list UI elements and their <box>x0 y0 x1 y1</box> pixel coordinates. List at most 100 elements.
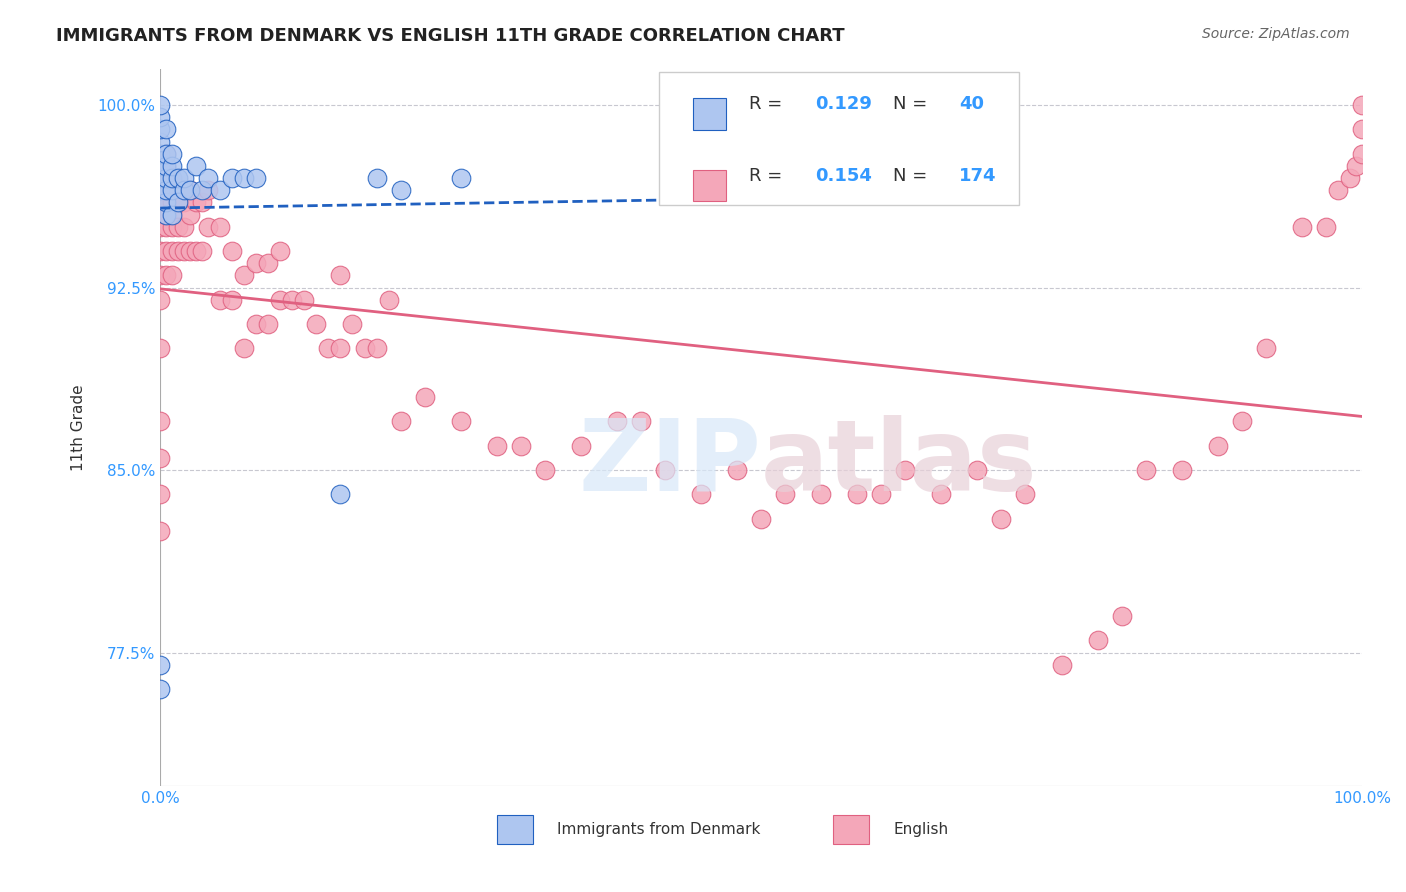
Point <box>990 512 1012 526</box>
FancyBboxPatch shape <box>659 72 1019 205</box>
Text: 40: 40 <box>959 95 984 113</box>
Text: atlas: atlas <box>761 415 1038 512</box>
Point <box>149 244 172 258</box>
Point <box>1339 171 1361 186</box>
Point <box>191 183 214 197</box>
Point <box>155 195 177 210</box>
Point <box>149 146 172 161</box>
Point <box>149 342 172 356</box>
Point <box>160 268 183 283</box>
Point <box>533 463 555 477</box>
Point <box>245 317 267 331</box>
Point <box>149 110 172 124</box>
Point <box>173 219 195 234</box>
Point <box>209 219 232 234</box>
Text: Immigrants from Denmark: Immigrants from Denmark <box>557 822 761 837</box>
Point <box>149 159 172 173</box>
Point <box>149 122 172 136</box>
Point <box>630 414 652 428</box>
Point <box>509 439 531 453</box>
Point <box>606 414 628 428</box>
FancyBboxPatch shape <box>496 815 533 844</box>
Point <box>773 487 796 501</box>
Point <box>149 681 172 696</box>
Point <box>186 159 208 173</box>
Point <box>160 219 183 234</box>
Point <box>149 487 172 501</box>
Point <box>294 293 316 307</box>
Point <box>149 293 172 307</box>
Point <box>155 183 177 197</box>
Point <box>160 183 183 197</box>
Point <box>160 207 183 221</box>
Point <box>173 183 195 197</box>
Point <box>155 122 177 136</box>
Point <box>191 244 214 258</box>
Point <box>245 171 267 186</box>
Text: English: English <box>893 822 949 837</box>
Point <box>186 244 208 258</box>
FancyBboxPatch shape <box>693 169 727 202</box>
Point <box>149 183 172 197</box>
Point <box>155 159 177 173</box>
Point <box>160 171 183 186</box>
Point <box>1351 146 1374 161</box>
Point <box>173 244 195 258</box>
Point <box>155 195 177 210</box>
Point <box>191 195 214 210</box>
FancyBboxPatch shape <box>693 98 727 129</box>
Point <box>1050 657 1073 672</box>
Point <box>329 487 352 501</box>
Point <box>155 207 177 221</box>
Point <box>1254 342 1277 356</box>
Point <box>149 657 172 672</box>
Point <box>485 439 508 453</box>
Point <box>155 146 177 161</box>
Point <box>160 195 183 210</box>
Point <box>1291 219 1313 234</box>
Text: 0.129: 0.129 <box>815 95 872 113</box>
Point <box>318 342 340 356</box>
Point <box>450 171 472 186</box>
Point <box>155 171 177 186</box>
Point <box>160 171 183 186</box>
Point <box>450 414 472 428</box>
Point <box>173 195 195 210</box>
Point <box>209 293 232 307</box>
Point <box>155 159 177 173</box>
Point <box>269 293 291 307</box>
Point <box>1230 414 1253 428</box>
Point <box>749 512 772 526</box>
Point <box>1135 463 1157 477</box>
Point <box>167 171 190 186</box>
Point <box>167 195 190 210</box>
Point <box>155 244 177 258</box>
Point <box>257 256 280 270</box>
Point <box>149 98 172 112</box>
Point <box>654 463 676 477</box>
Point <box>179 183 201 197</box>
Point <box>329 268 352 283</box>
Text: 0.154: 0.154 <box>815 167 872 186</box>
Point <box>155 183 177 197</box>
Point <box>155 207 177 221</box>
Point <box>160 207 183 221</box>
Point <box>389 414 412 428</box>
Point <box>149 450 172 465</box>
Point <box>155 219 177 234</box>
Point <box>1351 98 1374 112</box>
Point <box>179 244 201 258</box>
Text: R =: R = <box>749 167 789 186</box>
Text: Source: ZipAtlas.com: Source: ZipAtlas.com <box>1202 27 1350 41</box>
Point <box>155 268 177 283</box>
Point <box>149 135 172 149</box>
Point <box>870 487 893 501</box>
Point <box>1014 487 1036 501</box>
Text: N =: N = <box>893 167 934 186</box>
Text: ZIP: ZIP <box>578 415 761 512</box>
Point <box>233 268 256 283</box>
Point <box>233 171 256 186</box>
Point <box>209 183 232 197</box>
Point <box>167 244 190 258</box>
Text: R =: R = <box>749 95 789 113</box>
